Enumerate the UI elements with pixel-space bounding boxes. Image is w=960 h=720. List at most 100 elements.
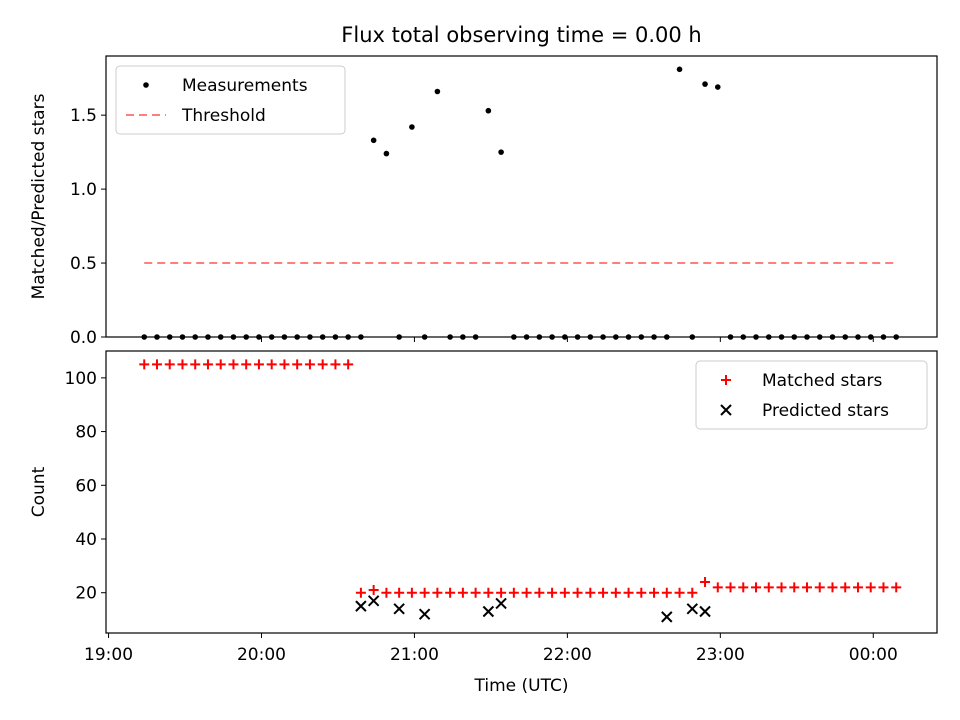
- matched-stars-point: [801, 582, 812, 593]
- y-tick-label: 1.5: [70, 106, 97, 126]
- matched-stars-point: [776, 582, 787, 593]
- matched-stars-point: [164, 359, 175, 370]
- y-tick-label: 1.0: [70, 180, 97, 200]
- y-axis-label: Count: [29, 466, 49, 517]
- matched-stars-point: [623, 587, 634, 598]
- matched-stars-point: [304, 359, 315, 370]
- matched-stars-point: [865, 582, 876, 593]
- matched-stars-point: [394, 587, 405, 598]
- legend-label: Threshold: [181, 106, 266, 126]
- matched-stars-point: [814, 582, 825, 593]
- matched-stars-point: [547, 587, 558, 598]
- measurement-point: [383, 150, 390, 157]
- axes-frame: [105, 350, 938, 634]
- x-tick-label: 21:00: [390, 645, 439, 665]
- matched-stars-point: [330, 359, 341, 370]
- legend-box: [695, 360, 928, 430]
- matched-stars-point: [610, 587, 621, 598]
- matched-stars-point: [215, 359, 226, 370]
- x-tick-label: 20:00: [237, 645, 286, 665]
- predicted-stars-point: [661, 611, 673, 623]
- matched-stars-point: [355, 587, 366, 598]
- legend: Measurements Threshold: [115, 65, 346, 135]
- matched-stars-point: [585, 587, 596, 598]
- matched-stars-point: [598, 587, 609, 598]
- legend: Matched stars Predicted stars: [695, 360, 928, 430]
- count-panel: 20 40 60 80 100 19:00 20:00 21:00 22:00 23:00 00:0…: [29, 350, 938, 696]
- y-tick-label: 0.5: [70, 254, 97, 274]
- legend-measurement-marker: [143, 82, 149, 88]
- legend-label: Matched stars: [762, 371, 882, 391]
- matched-stars-point: [266, 359, 277, 370]
- measurement-point: [498, 149, 504, 155]
- legend-label: Measurements: [182, 76, 308, 96]
- legend-box: [115, 65, 346, 135]
- predicted-stars-point: [686, 603, 698, 615]
- matched-stars-point: [700, 576, 711, 587]
- matched-stars-point: [292, 359, 303, 370]
- matched-stars-point: [521, 587, 532, 598]
- matched-stars-point: [636, 587, 647, 598]
- predicted-stars-point: [482, 605, 495, 618]
- x-tick-label: 19:00: [84, 645, 133, 665]
- matched-stars-point: [190, 359, 201, 370]
- measurement-point: [485, 107, 492, 114]
- measurement-point: [409, 124, 415, 130]
- matched-stars-point: [661, 587, 672, 598]
- y-tick-label: 40: [75, 530, 97, 550]
- matched-stars-point: [878, 582, 889, 593]
- matched-stars-point: [738, 582, 749, 593]
- matched-stars-point: [343, 359, 354, 370]
- matched-stars-point: [279, 359, 290, 370]
- x-axis-label: Time (UTC): [474, 676, 569, 696]
- y-tick-label: 80: [75, 423, 97, 443]
- measurement-point: [676, 66, 683, 73]
- matched-stars-point: [559, 587, 570, 598]
- predicted-stars-point: [418, 608, 431, 620]
- matched-stars-point: [572, 587, 583, 598]
- matched-stars-point: [317, 359, 328, 370]
- matched-stars-point: [228, 359, 239, 370]
- y-tick-label: 0.0: [70, 328, 97, 348]
- measurement-point: [714, 84, 721, 90]
- x-tick-label: 23:00: [696, 645, 745, 665]
- predicted-stars-point: [393, 603, 405, 615]
- matched-stars-point: [789, 582, 800, 593]
- matched-stars-point: [470, 587, 481, 598]
- matched-stars-point: [406, 587, 417, 598]
- matched-stars-point: [534, 587, 545, 598]
- matched-stars-point: [368, 585, 379, 596]
- matched-stars-point: [827, 582, 838, 593]
- matched-stars-point: [840, 582, 851, 593]
- y-axis-label: Matched/Predicted stars: [29, 93, 49, 299]
- predicted-stars-point: [495, 597, 507, 610]
- matched-stars-point: [725, 582, 736, 593]
- matched-stars-point: [508, 587, 519, 598]
- matched-stars-point: [139, 359, 150, 370]
- axes-frame: [105, 55, 938, 338]
- matched-stars-point: [241, 359, 252, 370]
- series-predicted-stars: [355, 595, 711, 623]
- matched-stars-point: [496, 587, 507, 598]
- matched-stars-point: [202, 359, 213, 370]
- measurement-point: [702, 81, 708, 87]
- chart-title: Flux total observing time = 0.00 h: [341, 23, 701, 47]
- legend-predicted-marker: [720, 404, 732, 416]
- x-tick-label: 22:00: [543, 645, 592, 665]
- series-matched-stars: [139, 359, 902, 598]
- matched-stars-point: [751, 582, 762, 593]
- matched-stars-point: [763, 582, 774, 593]
- matched-stars-point: [177, 359, 188, 370]
- matched-stars-point: [445, 587, 456, 598]
- y-tick-label: 100: [65, 369, 97, 389]
- legend-label: Predicted stars: [762, 401, 889, 421]
- matched-stars-point: [649, 587, 660, 598]
- predicted-stars-point: [699, 605, 711, 618]
- matched-stars-point: [419, 587, 430, 598]
- predicted-stars-point: [367, 595, 380, 607]
- matched-stars-point: [253, 359, 264, 370]
- y-tick-label: 20: [75, 584, 97, 604]
- matched-stars-point: [381, 587, 392, 598]
- matched-stars-point: [891, 582, 902, 593]
